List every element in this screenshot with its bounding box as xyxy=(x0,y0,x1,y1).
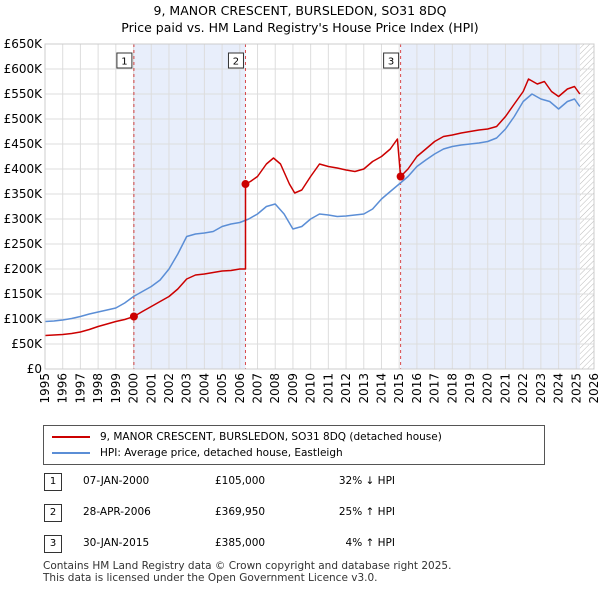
transaction-date: 30-JAN-2015 xyxy=(83,537,150,549)
transaction-row: 3 30-JAN-2015 £385,000 4% ↑ HPI xyxy=(43,535,463,555)
y-tick-label: £600K xyxy=(4,62,44,76)
transaction-date: 28-APR-2006 xyxy=(83,506,151,518)
x-tick-label: 2021 xyxy=(498,373,512,404)
x-tick-label: 2018 xyxy=(445,373,459,404)
transaction-date: 07-JAN-2000 xyxy=(83,475,150,487)
legend-swatch-property xyxy=(52,436,90,438)
x-tick-label: 2020 xyxy=(481,373,495,404)
transaction-hpi-diff: 32% ↓ HPI xyxy=(338,475,395,487)
transaction-marker-badge: 3 xyxy=(44,535,62,553)
legend-label-hpi: HPI: Average price, detached house, East… xyxy=(100,447,343,459)
legend-label-property: 9, MANOR CRESCENT, BURSLEDON, SO31 8DQ (… xyxy=(100,431,442,443)
footer-attribution: Contains HM Land Registry data © Crown c… xyxy=(43,560,451,584)
x-tick-label: 2008 xyxy=(268,373,282,404)
x-tick-label: 2009 xyxy=(286,373,300,404)
y-tick-label: £300K xyxy=(4,212,44,226)
x-tick-label: 1999 xyxy=(109,373,123,404)
transaction-price: £385,000 xyxy=(215,537,266,549)
x-tick-label: 2012 xyxy=(339,373,353,404)
transaction-marker-badge: 2 xyxy=(44,504,62,522)
transaction-label-number: 2 xyxy=(233,57,239,68)
x-tick-label: 2022 xyxy=(516,373,530,404)
ownership-period-shade xyxy=(400,44,580,369)
transaction-point xyxy=(396,172,405,181)
price-chart: £0 £50K £100K £150K £200K £250K £300K £350K £400… xyxy=(4,37,600,404)
transaction-label-box xyxy=(227,52,244,69)
transaction-price: £105,000 xyxy=(215,475,266,487)
x-tick-label: 2010 xyxy=(304,373,318,404)
transaction-row: 1 07-JAN-2000 £105,000 32% ↓ HPI xyxy=(43,473,463,493)
x-tick-label: 1995 xyxy=(38,373,52,404)
chart-legend: 9, MANOR CRESCENT, BURSLEDON, SO31 8DQ (… xyxy=(43,425,545,465)
x-tick-label: 2014 xyxy=(374,373,388,404)
legend-entry-property: 9, MANOR CRESCENT, BURSLEDON, SO31 8DQ (… xyxy=(52,429,442,445)
x-tick-label: 2000 xyxy=(127,373,141,404)
transaction-row: 2 28-APR-2006 £369,950 25% ↑ HPI xyxy=(43,504,463,524)
x-tick-label: 2023 xyxy=(534,373,548,404)
footer-line1: Contains HM Land Registry data © Crown c… xyxy=(43,560,452,572)
x-tick-label: 1997 xyxy=(73,373,87,404)
transaction-label-box xyxy=(116,52,133,69)
y-tick-label: £350K xyxy=(4,187,44,201)
legend-swatch-hpi xyxy=(52,452,90,454)
transaction-point xyxy=(241,180,250,189)
x-tick-label: 2025 xyxy=(569,373,583,404)
y-tick-label: £200K xyxy=(4,262,44,276)
transaction-hpi-diff: 25% ↑ HPI xyxy=(338,506,395,518)
x-tick-label: 2003 xyxy=(180,373,194,404)
transaction-point xyxy=(129,312,138,321)
x-tick-label: 2001 xyxy=(144,373,158,404)
y-tick-label: £550K xyxy=(4,87,44,101)
x-tick-label: 1996 xyxy=(56,373,70,404)
x-tick-label: 2017 xyxy=(428,373,442,404)
ownership-period-shade xyxy=(133,44,246,369)
y-tick-label: £0 xyxy=(27,362,42,376)
x-tick-label: 2016 xyxy=(410,373,424,404)
legend-entry-hpi: HPI: Average price, detached house, East… xyxy=(52,445,343,461)
y-tick-label: £400K xyxy=(4,162,44,176)
chart-title-line2: Price paid vs. HM Land Registry's House … xyxy=(121,20,479,35)
y-tick-label: £100K xyxy=(4,312,44,326)
x-tick-label: 2026 xyxy=(587,373,600,404)
x-tick-label: 2011 xyxy=(321,373,335,404)
property-series-line xyxy=(44,78,581,337)
transaction-label-number: 3 xyxy=(388,57,394,68)
x-tick-label: 2019 xyxy=(463,373,477,404)
footer-line2: This data is licensed under the Open Gov… xyxy=(43,572,378,584)
transaction-hpi-diff: 4% ↑ HPI xyxy=(345,537,395,549)
y-tick-label: £650K xyxy=(4,37,44,51)
x-tick-label: 2005 xyxy=(215,373,229,404)
y-tick-label: £450K xyxy=(4,137,44,151)
transaction-price: £369,950 xyxy=(215,506,266,518)
x-tick-label: 2015 xyxy=(392,373,406,404)
x-tick-label: 2024 xyxy=(552,373,566,404)
hpi-series-line xyxy=(44,93,581,323)
plot-frame xyxy=(44,43,595,370)
transaction-label-box xyxy=(383,52,400,69)
y-tick-label: £250K xyxy=(4,237,44,251)
transaction-marker-badge: 1 xyxy=(44,473,62,491)
y-tick-label: £150K xyxy=(4,287,44,301)
x-tick-label: 1998 xyxy=(91,373,105,404)
x-tick-label: 2002 xyxy=(162,373,176,404)
projection-hatch-area xyxy=(579,44,594,369)
x-tick-label: 2006 xyxy=(233,373,247,404)
y-tick-label: £500K xyxy=(4,112,44,126)
x-tick-label: 2004 xyxy=(197,373,211,404)
chart-title: 9, MANOR CRESCENT, BURSLEDON, SO31 8DQ P… xyxy=(0,2,600,36)
chart-title-line1: 9, MANOR CRESCENT, BURSLEDON, SO31 8DQ xyxy=(153,3,447,18)
transaction-label-number: 1 xyxy=(121,57,127,68)
x-tick-label: 2013 xyxy=(357,373,371,404)
x-tick-label: 2007 xyxy=(251,373,265,404)
y-tick-label: £50K xyxy=(11,337,43,351)
